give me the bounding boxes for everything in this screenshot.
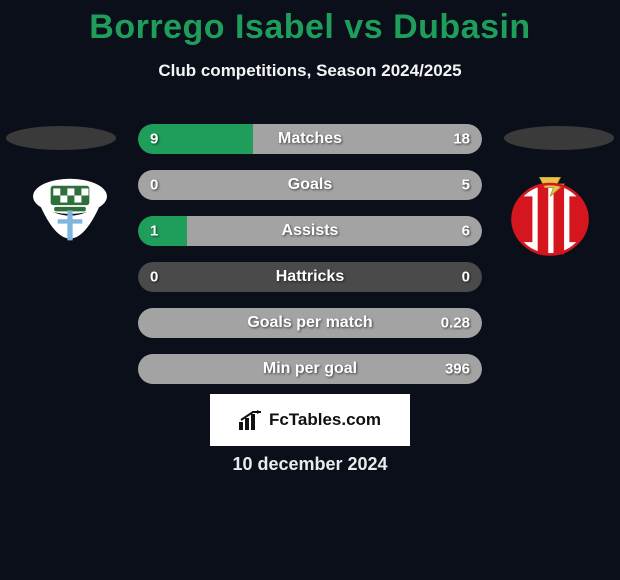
page-title: Borrego Isabel vs Dubasin — [0, 0, 620, 47]
stat-label: Goals per match — [138, 314, 482, 332]
racing-ferrol-crest-icon — [20, 177, 120, 265]
player-shadow-right — [504, 126, 614, 150]
date-line: 10 december 2024 — [0, 454, 620, 475]
club-crest-left — [20, 177, 120, 265]
page-subtitle: Club competitions, Season 2024/2025 — [0, 61, 620, 81]
sporting-gijon-crest-icon — [500, 177, 600, 265]
stat-label: Assists — [138, 222, 482, 240]
stat-row: 16Assists — [138, 216, 482, 246]
stat-label: Hattricks — [138, 268, 482, 286]
stats-bars: 918Matches 05Goals 16Assists 00Hattricks 0.2… — [138, 124, 482, 400]
player-shadow-left — [6, 126, 116, 150]
stat-row: 05Goals — [138, 170, 482, 200]
stat-label: Goals — [138, 176, 482, 194]
stat-label: Matches — [138, 130, 482, 148]
club-crest-right — [500, 177, 600, 265]
brand-badge: FcTables.com — [210, 394, 410, 446]
stat-label: Min per goal — [138, 360, 482, 378]
stat-row: 00Hattricks — [138, 262, 482, 292]
stat-row: 918Matches — [138, 124, 482, 154]
brand-text: FcTables.com — [269, 410, 381, 430]
stat-row: 396Min per goal — [138, 354, 482, 384]
stat-row: 0.28Goals per match — [138, 308, 482, 338]
fctables-logo-icon — [239, 410, 263, 430]
